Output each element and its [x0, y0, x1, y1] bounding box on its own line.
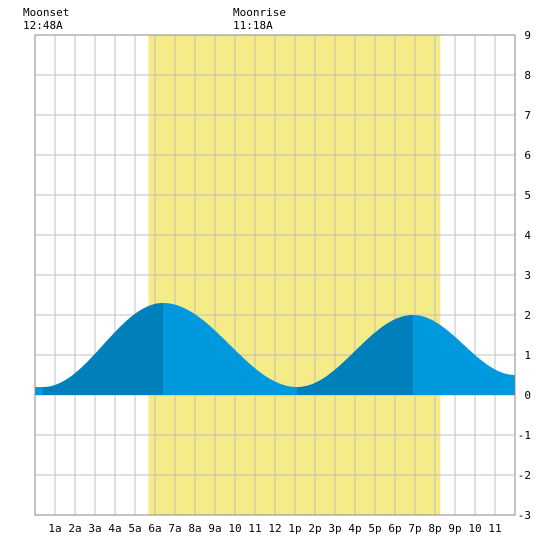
plot-border — [34, 34, 516, 516]
y-tick-label: 3 — [524, 269, 531, 282]
moon-event-label: Moonrise — [233, 6, 286, 19]
x-axis-tick-labels: 1a 2a 3a 4a 5a 6a 7a 8a 9a 10 11 12 1p 2p 3p 4p 5p 6p 7p 8p… — [48, 522, 501, 535]
grid-lines — [35, 34, 515, 516]
y-axis-tick-labels: -3 -2 -1 0 1 2 3 4 5 6 7 8 9 — [518, 29, 532, 522]
x-tick-label: 10 — [228, 522, 241, 535]
x-tick-label: 1p — [288, 522, 301, 535]
x-tick-label: 6p — [388, 522, 401, 535]
tide-series — [35, 303, 515, 395]
y-tick-label: -1 — [518, 429, 531, 442]
moon-event-time: 11:18A — [233, 19, 273, 32]
x-tick-label: 2p — [308, 522, 321, 535]
x-tick-label: 2a — [68, 522, 81, 535]
x-tick-label: 8a — [188, 522, 201, 535]
tide-area-segment — [43, 303, 163, 395]
tide-area-segment — [297, 315, 413, 395]
x-tick-label: 11 — [488, 522, 501, 535]
x-tick-label: 4p — [348, 522, 361, 535]
y-tick-label: 5 — [524, 189, 531, 202]
x-tick-label: 7a — [168, 522, 181, 535]
x-tick-label: 5p — [368, 522, 381, 535]
x-tick-label: 10 — [468, 522, 481, 535]
x-tick-label: 5a — [128, 522, 141, 535]
x-tick-label: 1a — [48, 522, 61, 535]
y-tick-label: 8 — [524, 69, 531, 82]
y-tick-label: 9 — [524, 29, 531, 42]
tide-area-segment — [35, 387, 43, 395]
y-tick-label: -2 — [518, 469, 531, 482]
x-tick-label: 6a — [148, 522, 161, 535]
y-tick-label: 7 — [524, 109, 531, 122]
y-tick-label: 4 — [524, 229, 531, 242]
tide-area-segment — [163, 303, 297, 395]
x-tick-label: 8p — [428, 522, 441, 535]
x-tick-label: 11 — [248, 522, 261, 535]
y-tick-label: 2 — [524, 309, 531, 322]
x-tick-label: 7p — [408, 522, 421, 535]
x-tick-label: 4a — [108, 522, 121, 535]
y-tick-label: 0 — [524, 389, 531, 402]
x-tick-label: 12 — [268, 522, 281, 535]
y-tick-label: 6 — [524, 149, 531, 162]
tide-area-segment — [413, 315, 515, 395]
x-tick-label: 9p — [448, 522, 461, 535]
moon-event-label: Moonset — [23, 6, 69, 19]
x-tick-label: 3p — [328, 522, 341, 535]
x-tick-label: 9a — [208, 522, 221, 535]
moon-event-time: 12:48A — [23, 19, 63, 32]
y-tick-label: -3 — [518, 509, 531, 522]
x-tick-label: 3a — [88, 522, 101, 535]
y-tick-label: 1 — [524, 349, 531, 362]
